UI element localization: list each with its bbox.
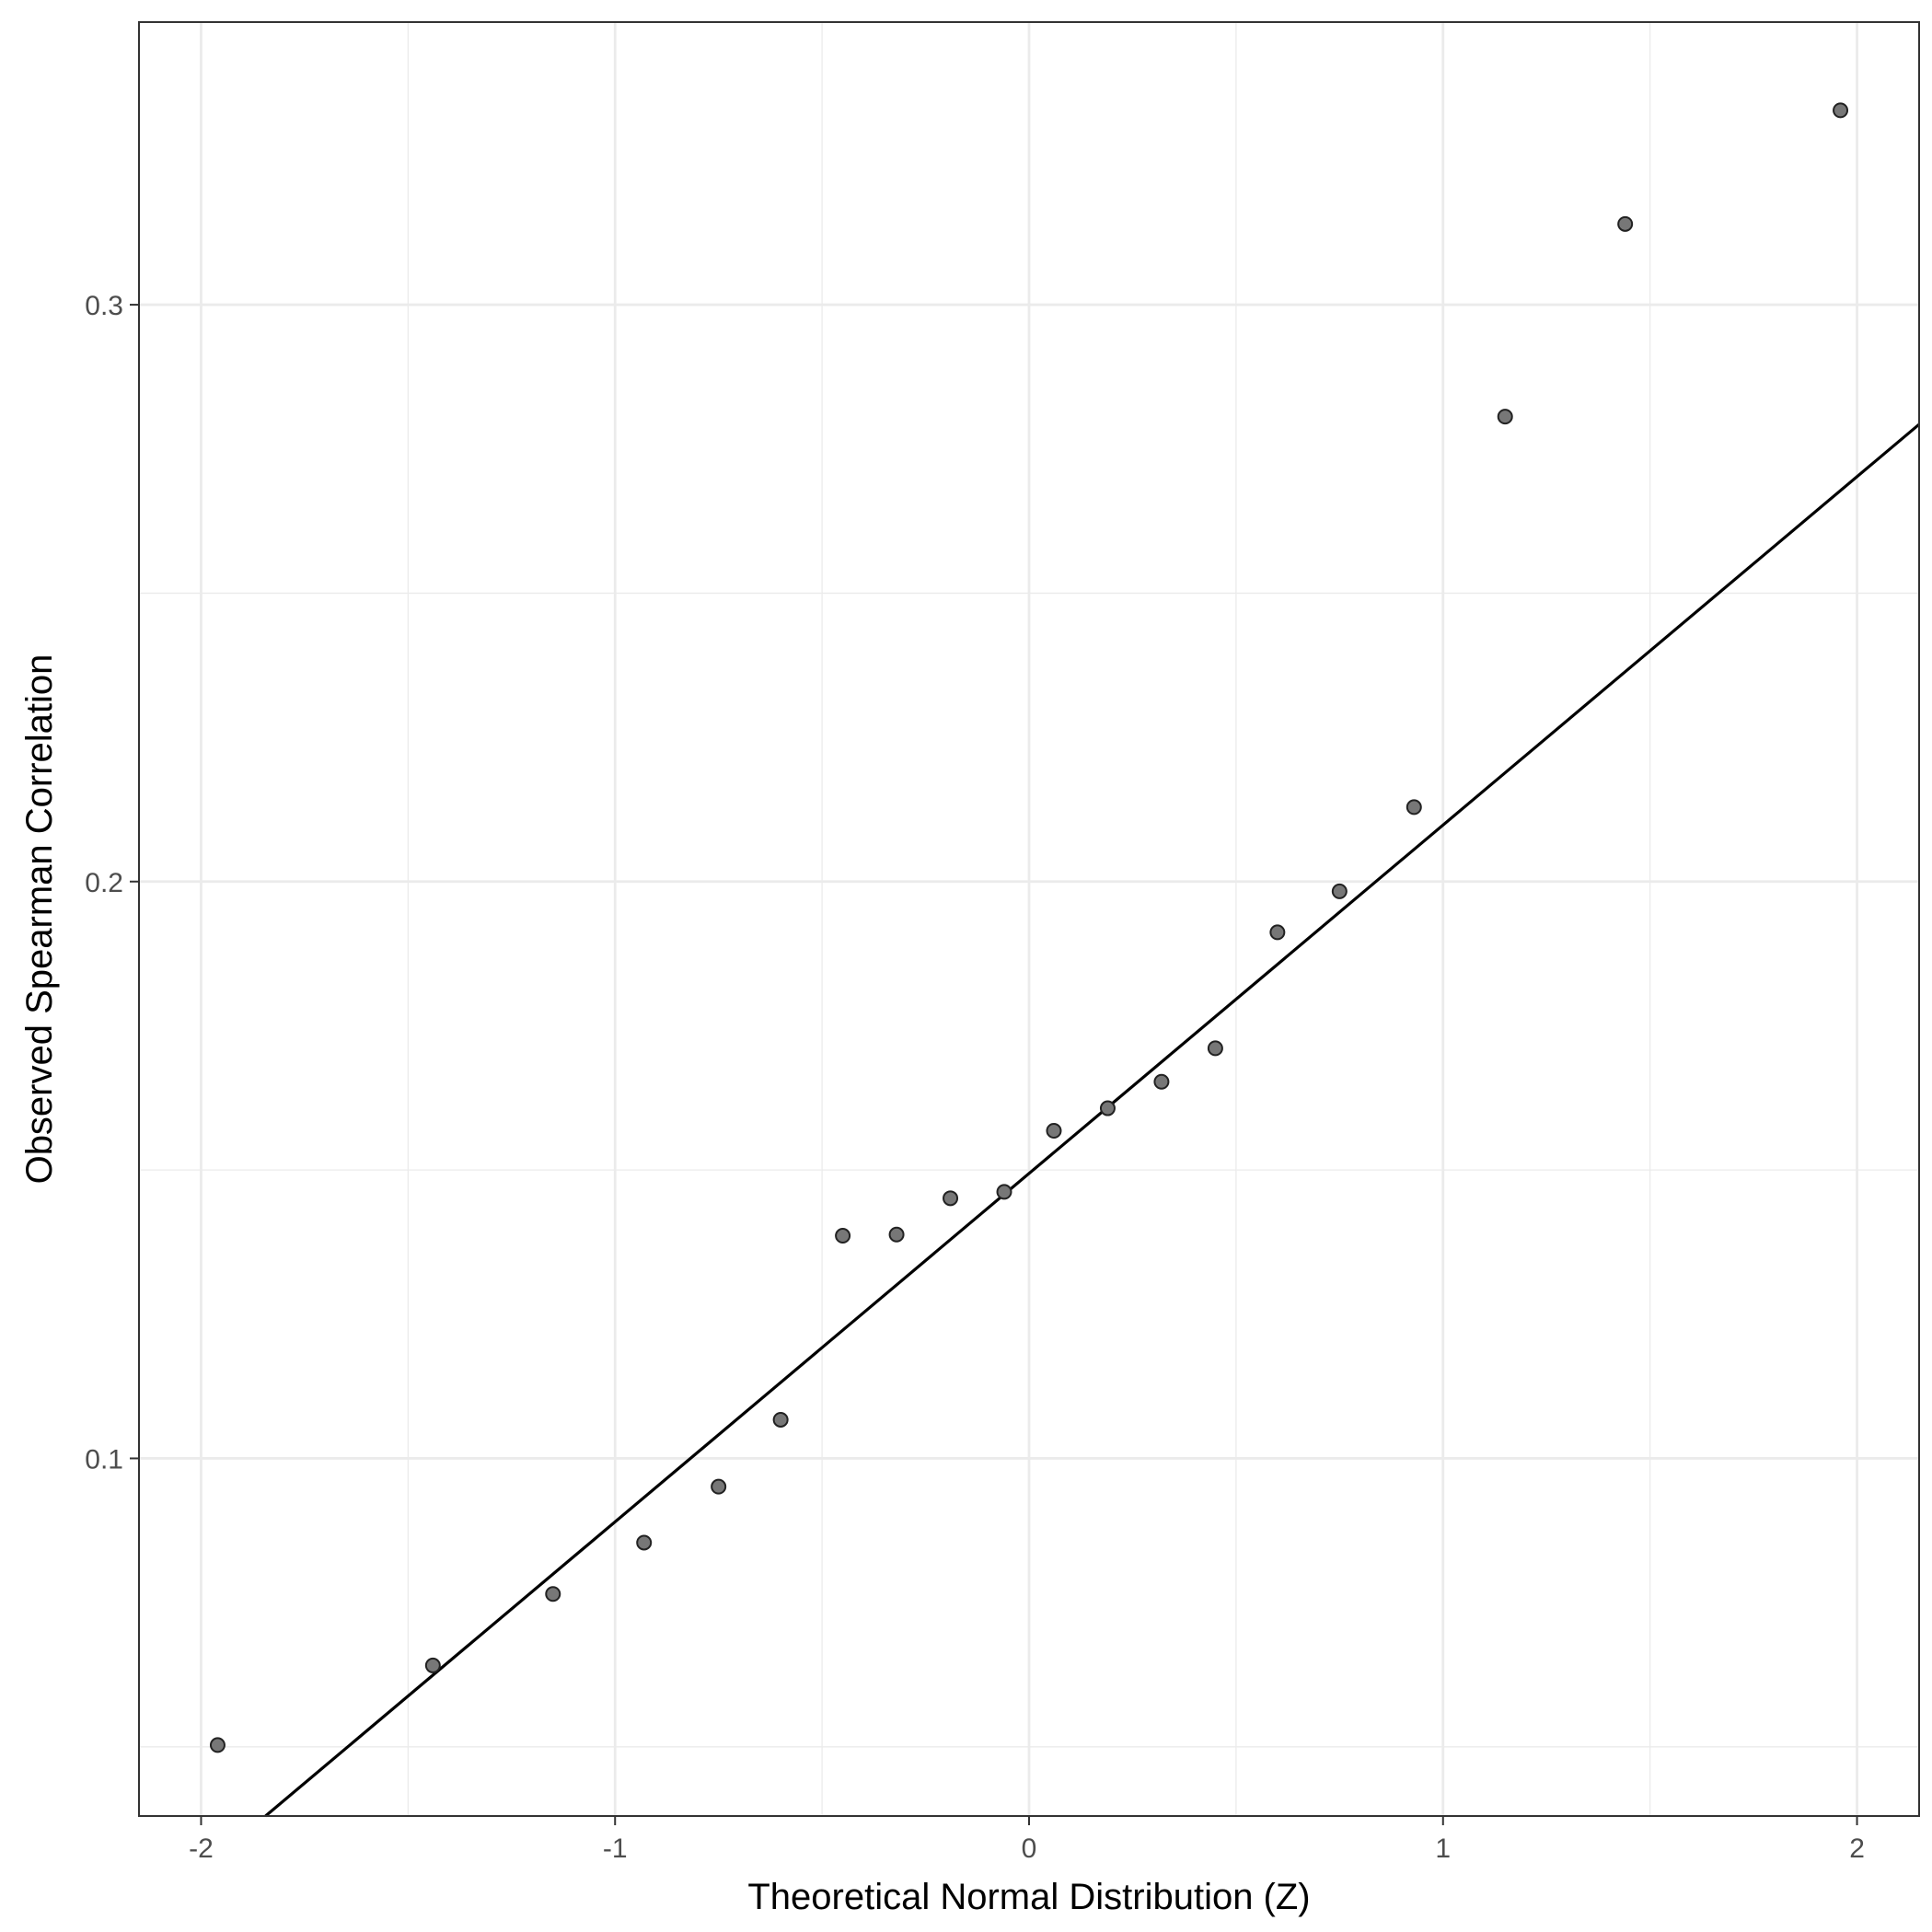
x-axis-title: Theoretical Normal Distribution (Z) <box>747 1877 1310 1917</box>
x-tick-label: 0 <box>1022 1834 1037 1864</box>
data-point <box>1406 799 1422 816</box>
y-tick-label: 0.3 <box>85 291 123 321</box>
data-point <box>1046 1122 1062 1139</box>
data-point <box>1207 1040 1223 1057</box>
data-point <box>424 1657 441 1673</box>
y-axis-title: Observed Spearman Correlation <box>19 654 60 1185</box>
reference-line-layer <box>264 422 1921 1818</box>
data-point <box>943 1190 959 1207</box>
x-tick-label: 1 <box>1435 1834 1451 1864</box>
data-point <box>772 1411 789 1428</box>
data-point <box>888 1226 905 1243</box>
data-point <box>1153 1073 1170 1090</box>
x-tick-label: 2 <box>1849 1834 1865 1864</box>
x-tick-label: -1 <box>603 1834 628 1864</box>
data-point <box>636 1534 653 1551</box>
data-point <box>996 1184 1012 1200</box>
data-point <box>545 1586 561 1602</box>
y-tick-label: 0.2 <box>85 868 123 898</box>
data-point <box>1269 924 1286 941</box>
x-tick-label: -2 <box>189 1834 214 1864</box>
y-tick-label: 0.1 <box>85 1444 123 1475</box>
data-point <box>835 1228 851 1244</box>
data-point <box>1099 1100 1116 1116</box>
data-point <box>711 1478 727 1495</box>
reference-line <box>264 422 1921 1818</box>
y-axis: 0.1 0.2 0.3 <box>85 291 139 1475</box>
data-point <box>209 1737 226 1753</box>
data-point <box>1617 215 1634 232</box>
x-axis: -2 -1 0 1 2 <box>189 1816 1865 1864</box>
data-points <box>209 102 1849 1753</box>
data-point <box>1833 102 1849 119</box>
data-point <box>1331 883 1348 899</box>
major-gridlines <box>139 22 1919 1816</box>
data-point <box>1497 409 1513 425</box>
